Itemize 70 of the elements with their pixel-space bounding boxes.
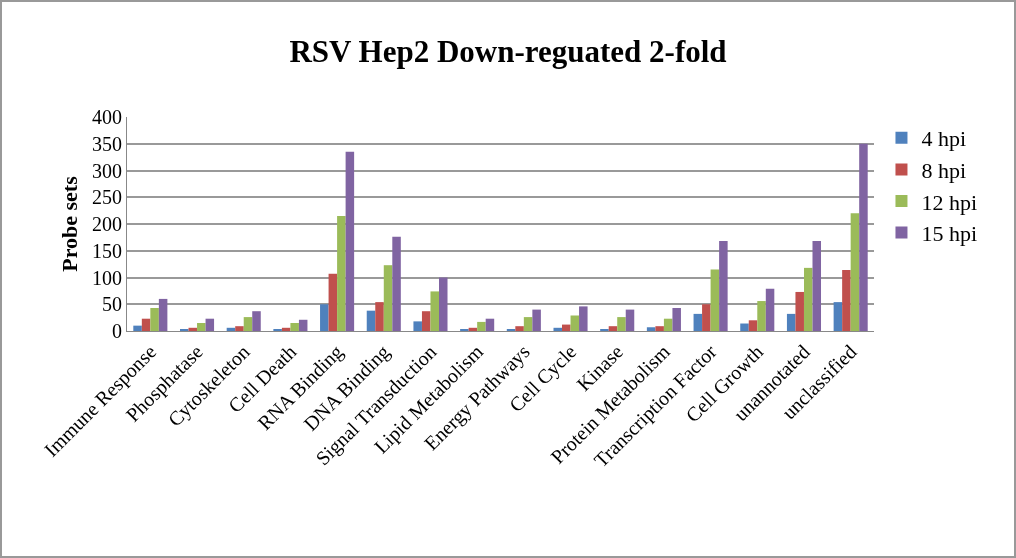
bar — [328, 273, 338, 331]
bar — [608, 326, 618, 331]
bar — [693, 313, 703, 331]
bar — [859, 143, 868, 331]
bar — [617, 317, 626, 331]
bar — [553, 327, 563, 331]
bar — [532, 309, 541, 331]
bar — [523, 317, 533, 331]
bar — [570, 315, 580, 331]
legend-label: 4 hpi — [921, 126, 967, 152]
bar — [438, 277, 448, 331]
bar — [757, 301, 766, 331]
bar — [833, 302, 843, 331]
bar — [421, 311, 431, 331]
bar — [646, 327, 656, 331]
chart-title: RSV Hep2 Down-reguated 2-fold — [289, 34, 727, 70]
bar — [392, 236, 401, 331]
bar — [477, 321, 486, 331]
bar — [235, 326, 244, 331]
bar — [672, 308, 681, 331]
bar — [413, 321, 422, 331]
y-tick-label: 0 — [112, 320, 122, 342]
bar — [485, 318, 495, 331]
bar — [320, 304, 329, 331]
bar — [205, 318, 215, 331]
bar — [579, 306, 588, 331]
bar — [243, 317, 253, 331]
bar — [786, 313, 796, 331]
legend-label: 12 hpi — [921, 189, 978, 215]
bar — [337, 215, 346, 331]
bar — [765, 288, 775, 331]
bar — [803, 267, 813, 331]
bar — [133, 325, 142, 331]
bar — [663, 318, 673, 331]
y-tick-label: 200 — [92, 213, 122, 235]
bar — [850, 213, 860, 331]
y-tick-label: 50 — [102, 293, 122, 316]
bar — [710, 269, 720, 331]
y-tick-label: 250 — [92, 186, 122, 209]
bar — [290, 322, 299, 331]
bar — [430, 291, 439, 331]
bar — [197, 322, 206, 331]
y-tick-label: 150 — [92, 239, 122, 262]
bar — [515, 326, 524, 331]
bar — [748, 320, 758, 331]
bar — [366, 310, 376, 331]
y-tick-label: 100 — [92, 266, 122, 289]
bar — [345, 151, 355, 331]
bar — [252, 311, 261, 331]
bar — [562, 324, 571, 331]
bar — [158, 298, 168, 331]
bar — [375, 302, 384, 331]
y-axis-title: Probe sets — [56, 175, 82, 272]
bar — [655, 326, 664, 331]
y-tick-label: 350 — [92, 132, 122, 155]
y-tick-label: 300 — [92, 159, 122, 182]
bar — [150, 308, 159, 331]
bar — [795, 291, 804, 331]
bar — [719, 241, 728, 331]
legend-label: 8 hpi — [921, 157, 967, 183]
bar — [702, 304, 711, 331]
bar — [740, 323, 749, 331]
legend-label: 15 hpi — [921, 221, 978, 247]
bar — [298, 319, 308, 331]
bar — [812, 241, 822, 331]
bar — [141, 318, 151, 331]
bar — [625, 309, 635, 331]
y-tick-label: 400 — [92, 106, 122, 128]
bar — [383, 265, 393, 331]
bar — [842, 270, 851, 331]
